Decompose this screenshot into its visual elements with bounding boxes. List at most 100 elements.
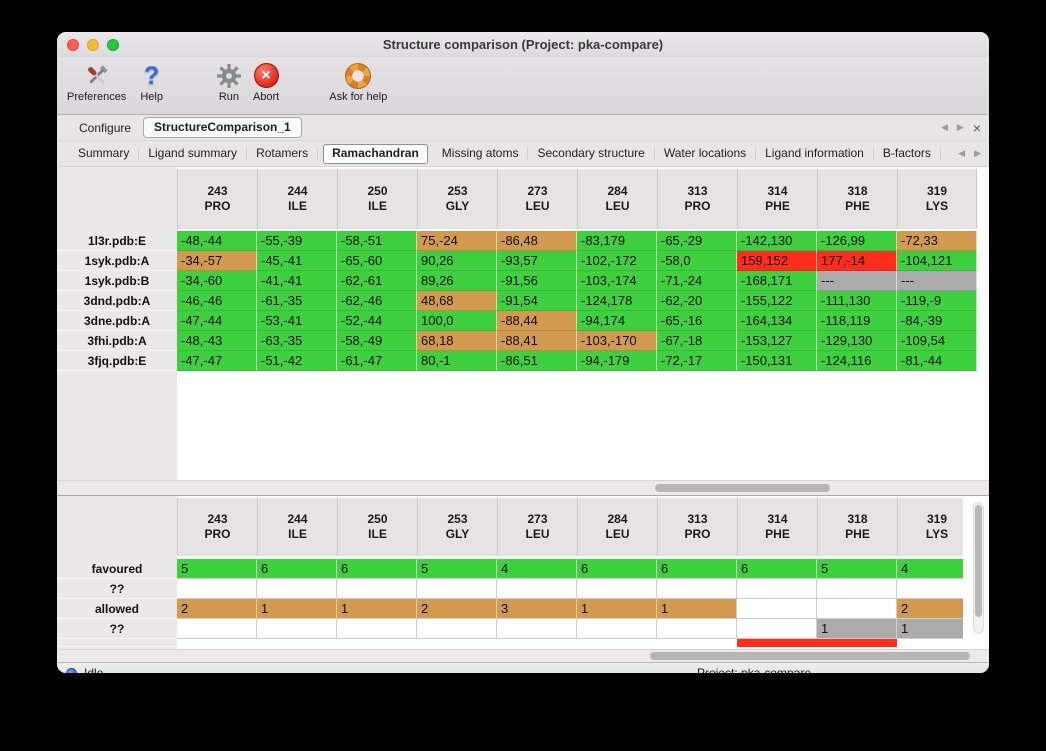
phi-psi-cell[interactable]: -55,-39 [257,231,337,251]
count-cell[interactable] [737,599,817,619]
phi-psi-cell[interactable]: -155,122 [737,291,817,311]
count-cell[interactable]: 2 [897,599,963,619]
title-bar[interactable]: Structure comparison (Project: pka-compa… [57,32,989,57]
phi-psi-cell[interactable]: -53,-41 [257,311,337,331]
phi-psi-cell[interactable]: -81,-44 [897,351,977,371]
count-cell[interactable] [177,619,257,639]
phi-psi-cell[interactable]: -119,-9 [897,291,977,311]
count-cell[interactable] [817,639,897,647]
structure-row-header[interactable]: 3dne.pdb:A [57,311,177,331]
residue-column-header[interactable]: 253 GLY [417,498,497,556]
count-cell[interactable] [257,639,337,647]
phi-psi-cell[interactable]: 177,-14 [817,251,897,271]
phi-psi-cell[interactable]: 159,152 [737,251,817,271]
category-row-header[interactable]: ?? [57,579,177,599]
count-cell[interactable]: 1 [257,599,337,619]
count-cell[interactable] [497,639,577,647]
tab-structure-comparison-1[interactable]: StructureComparison_1 [143,117,302,138]
phi-psi-cell[interactable]: -62,-46 [337,291,417,311]
abort-button[interactable]: × Abort [253,61,279,103]
phi-psi-cell[interactable]: -102,-172 [577,251,657,271]
count-cell[interactable] [177,639,257,647]
phi-psi-cell[interactable]: -111,130 [817,291,897,311]
tab-configure[interactable]: Configure [79,120,132,135]
count-cell[interactable] [257,619,337,639]
phi-psi-cell[interactable]: -62,-20 [657,291,737,311]
subtab-secondary-structure[interactable]: Secondary structure [528,147,655,160]
count-cell[interactable] [737,639,817,647]
tab-scroll-right-icon[interactable]: ▶ [956,122,964,132]
phi-psi-cell[interactable]: -72,-17 [657,351,737,371]
count-cell[interactable] [177,579,257,599]
residue-column-header[interactable]: 243 PRO [177,169,257,229]
count-cell[interactable] [577,639,657,647]
phi-psi-cell[interactable]: -150,131 [737,351,817,371]
residue-column-header[interactable]: 250 ILE [337,169,417,229]
phi-psi-cell[interactable]: -104,121 [897,251,977,271]
phi-psi-cell[interactable]: -153,127 [737,331,817,351]
count-cell[interactable] [337,579,417,599]
phi-psi-cell[interactable]: --- [817,271,897,291]
count-cell[interactable] [897,639,963,647]
count-cell[interactable] [657,619,737,639]
phi-psi-cell[interactable]: -52,-44 [337,311,417,331]
residue-column-header[interactable]: 273 LEU [497,498,577,556]
phi-psi-cell[interactable]: -103,-174 [577,271,657,291]
phi-psi-cell[interactable]: -58,-51 [337,231,417,251]
residue-column-header[interactable]: 318 PHE [817,498,897,556]
residue-column-header[interactable]: 319 LYS [897,498,963,556]
tab-close-icon[interactable]: × [972,119,981,136]
count-cell[interactable] [817,579,897,599]
phi-psi-cell[interactable]: 75,-24 [417,231,497,251]
residue-column-header[interactable]: 314 PHE [737,498,817,556]
residue-column-header[interactable]: 313 PRO [657,498,737,556]
phi-psi-cell[interactable]: -72,33 [897,231,977,251]
phi-psi-cell[interactable]: -84,-39 [897,311,977,331]
phi-psi-cell[interactable]: -63,-35 [257,331,337,351]
count-cell[interactable]: 1 [577,599,657,619]
preferences-button[interactable]: Preferences [67,61,126,103]
phi-psi-cell[interactable]: -47,-44 [177,311,257,331]
help-button[interactable]: ? Help [140,61,163,104]
phi-psi-cell[interactable]: --- [897,271,977,291]
subtab-scroll-left-icon[interactable]: ◀ [958,148,966,158]
phi-psi-cell[interactable]: -164,134 [737,311,817,331]
middle-horizontal-scrollbar[interactable] [57,480,989,495]
count-cell[interactable] [577,619,657,639]
phi-psi-cell[interactable]: -124,178 [577,291,657,311]
phi-psi-cell[interactable]: -62,-61 [337,271,417,291]
phi-psi-cell[interactable]: -48,-43 [177,331,257,351]
count-cell[interactable] [417,639,497,647]
zoom-window-button[interactable] [107,38,119,51]
phi-psi-cell[interactable]: -168,171 [737,271,817,291]
summary-vertical-scrollbar[interactable] [973,502,984,634]
count-cell[interactable]: 1 [337,599,417,619]
count-cell[interactable] [657,579,737,599]
count-cell[interactable] [337,639,417,647]
count-cell[interactable] [577,579,657,599]
count-cell[interactable] [817,599,897,619]
phi-psi-cell[interactable]: -51,-42 [257,351,337,371]
residue-column-header[interactable]: 244 ILE [257,498,337,556]
phi-psi-cell[interactable]: -86,48 [497,231,577,251]
phi-psi-cell[interactable]: -142,130 [737,231,817,251]
phi-psi-cell[interactable]: -91,54 [497,291,577,311]
count-cell[interactable] [497,579,577,599]
residue-column-header[interactable]: 318 PHE [817,169,897,229]
residue-column-header[interactable]: 314 PHE [737,169,817,229]
count-cell[interactable]: 4 [897,559,963,579]
subtab-ligand-summary[interactable]: Ligand summary [139,147,248,160]
structure-row-header[interactable]: 1syk.pdb:B [57,271,177,291]
structure-row-header[interactable]: 3dnd.pdb:A [57,291,177,311]
phi-psi-cell[interactable]: -61,-47 [337,351,417,371]
phi-psi-cell[interactable]: -65,-29 [657,231,737,251]
count-cell[interactable]: 1 [897,619,963,639]
phi-psi-cell[interactable]: 80,-1 [417,351,497,371]
phi-psi-cell[interactable]: -45,-41 [257,251,337,271]
phi-psi-cell[interactable]: 68,18 [417,331,497,351]
count-cell[interactable]: 5 [177,559,257,579]
phi-psi-cell[interactable]: -61,-35 [257,291,337,311]
phi-psi-cell[interactable]: -58,0 [657,251,737,271]
phi-psi-cell[interactable]: -126,99 [817,231,897,251]
phi-psi-cell[interactable]: -34,-57 [177,251,257,271]
